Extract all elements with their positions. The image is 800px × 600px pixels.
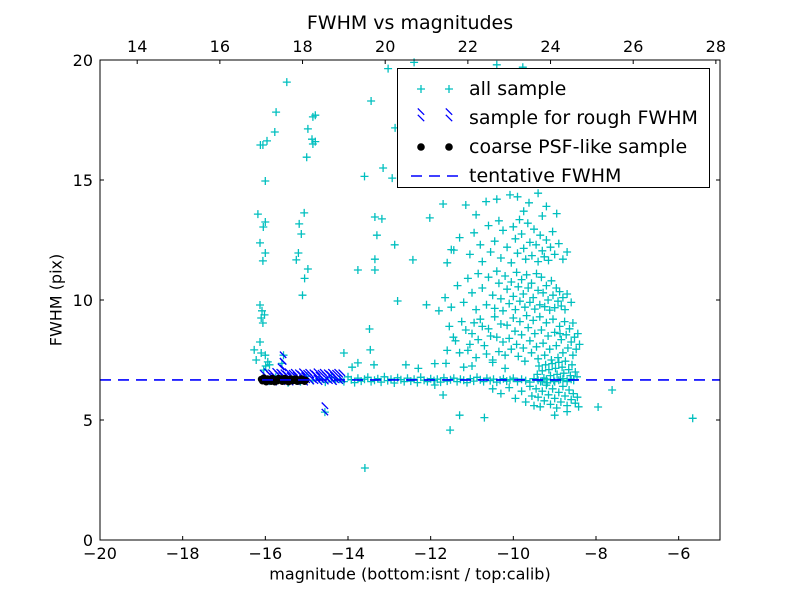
svg-text:14: 14 <box>127 37 147 56</box>
legend-label: all sample <box>469 77 567 100</box>
svg-text:0: 0 <box>83 531 93 550</box>
svg-text:−6: −6 <box>667 544 691 563</box>
legend-entry-rough-fwhm: sample for rough FWHM <box>398 103 709 132</box>
svg-text:5: 5 <box>83 411 93 430</box>
dashed-line-icon <box>405 165 461 187</box>
svg-text:−10: −10 <box>496 544 530 563</box>
svg-text:28: 28 <box>706 37 726 56</box>
legend-entry-all-sample: all sample <box>398 74 709 103</box>
svg-text:26: 26 <box>623 37 643 56</box>
chart-title: FWHM vs magnitudes <box>306 12 514 34</box>
svg-text:24: 24 <box>540 37 560 56</box>
x-axis-label: magnitude (bottom:isnt / top:calib) <box>269 564 551 584</box>
svg-text:−14: −14 <box>331 544 365 563</box>
dot-marker-icon <box>405 136 461 158</box>
svg-text:10: 10 <box>73 291 93 310</box>
svg-text:18: 18 <box>292 37 312 56</box>
legend-label: sample for rough FWHM <box>469 106 698 129</box>
svg-text:15: 15 <box>73 171 93 190</box>
svg-text:−18: −18 <box>166 544 200 563</box>
legend-label: tentative FWHM <box>469 164 622 187</box>
legend: all sample sample for rough FWHM coarse … <box>397 68 710 188</box>
svg-text:20: 20 <box>375 37 395 56</box>
legend-entry-tentative-fwhm: tentative FWHM <box>398 161 709 190</box>
y-axis-label: FWHM (pix) <box>46 253 66 347</box>
legend-entry-psf-sample: coarse PSF-like sample <box>398 132 709 161</box>
svg-text:−16: −16 <box>248 544 282 563</box>
svg-text:−8: −8 <box>584 544 608 563</box>
plus-marker-icon <box>405 78 461 100</box>
svg-text:−12: −12 <box>414 544 448 563</box>
svg-text:20: 20 <box>73 51 93 70</box>
legend-label: coarse PSF-like sample <box>469 135 688 158</box>
svg-text:22: 22 <box>458 37 478 56</box>
svg-text:−20: −20 <box>83 544 117 563</box>
x-marker-icon <box>405 107 461 129</box>
svg-text:16: 16 <box>210 37 230 56</box>
